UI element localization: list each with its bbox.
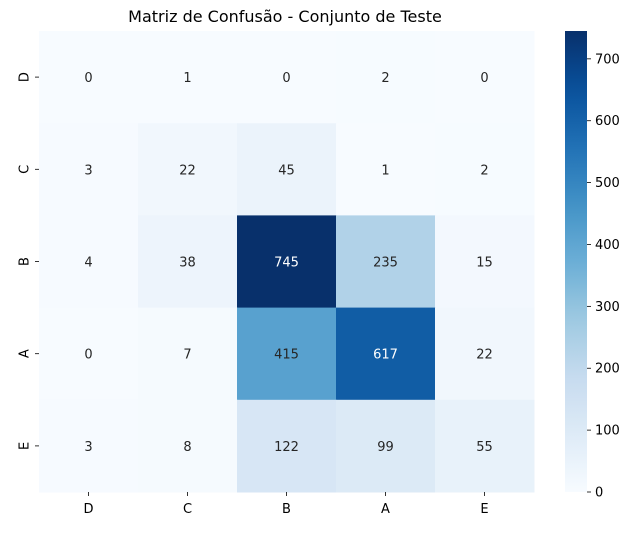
cell-value-label: 2: [381, 71, 389, 86]
heatmap-cell-C-E: [435, 123, 535, 216]
cell-value-label: 0: [282, 71, 290, 86]
heatmap-cell-C-D: [39, 123, 139, 216]
heatmap-cell-A-E: [435, 307, 535, 401]
colorbar-tick-label: 400: [595, 238, 620, 253]
cell-value-label: 22: [179, 163, 196, 178]
x-tick-label: A: [381, 502, 390, 517]
cell-value-label: 22: [476, 348, 493, 363]
colorbar-tick-label: 600: [595, 114, 620, 129]
heatmap-cell-E-C: [138, 399, 238, 493]
cell-value-label: 617: [373, 348, 398, 363]
colorbar-tick-label: 200: [595, 362, 620, 377]
cell-value-label: 1: [183, 71, 191, 86]
cell-value-label: 7: [183, 348, 191, 363]
colorbar-tick-label: 100: [595, 424, 620, 439]
heatmap-cells: [39, 31, 535, 493]
x-tick-label: C: [183, 502, 192, 517]
cell-value-label: 38: [179, 256, 196, 271]
heatmap-cell-A-C: [138, 307, 238, 401]
cell-value-label: 45: [278, 163, 295, 178]
cell-value-label: 3: [84, 440, 92, 455]
x-tick-label: E: [480, 502, 488, 517]
heatmap-cell-C-B: [237, 123, 337, 216]
colorbar-gradient: [565, 31, 587, 492]
heatmap-cell-D-B: [237, 31, 337, 124]
cell-value-label: 0: [84, 348, 92, 363]
y-tick-label: E: [18, 442, 33, 450]
heatmap-cell-A-A: [336, 307, 436, 401]
y-axis: D C B A E: [18, 72, 39, 450]
cell-value-label: 2: [480, 163, 488, 178]
colorbar-tick-label: 300: [595, 300, 620, 315]
colorbar: 0 100 200 300 400 500 600 700: [565, 31, 620, 501]
heatmap-cell-B-D: [39, 215, 139, 309]
cell-value-label: 745: [274, 256, 299, 271]
heatmap-cell-D-A: [336, 31, 436, 124]
heatmap-cell-C-C: [138, 123, 238, 216]
heatmap-cell-B-E: [435, 215, 535, 309]
cell-value-label: 235: [373, 256, 398, 271]
colorbar-tick-label: 500: [595, 176, 620, 191]
heatmap-cell-labels: 0 1 0 2 03 22 45 1 24 38 745 235 150 7 415 617 223 8 122 99…: [84, 71, 492, 455]
y-tick-label: B: [18, 257, 33, 266]
heatmap-cell-D-D: [39, 31, 139, 124]
cell-value-label: 4: [84, 256, 92, 271]
heatmap-cell-D-C: [138, 31, 238, 124]
heatmap-cell-A-B: [237, 307, 337, 401]
y-tick-label: C: [18, 165, 33, 174]
x-tick-label: B: [282, 502, 291, 517]
heatmap-cell-C-A: [336, 123, 436, 216]
cell-value-label: 122: [274, 440, 299, 455]
heatmap-cell-E-D: [39, 399, 139, 493]
cell-value-label: 1: [381, 163, 389, 178]
cell-value-label: 99: [377, 440, 394, 455]
cell-value-label: 55: [476, 440, 493, 455]
heatmap-cell-B-B: [237, 215, 337, 309]
heatmap-cell-E-B: [237, 399, 337, 493]
heatmap-cell-D-E: [435, 31, 535, 124]
y-tick-label: A: [18, 349, 33, 358]
heatmap-cell-E-E: [435, 399, 535, 493]
y-tick-label: D: [18, 72, 33, 82]
heatmap-cell-B-A: [336, 215, 436, 309]
heatmap-cell-A-D: [39, 307, 139, 401]
cell-value-label: 8: [183, 440, 191, 455]
cell-value-label: 15: [476, 256, 493, 271]
chart-title: Matriz de Confusão - Conjunto de Teste: [128, 7, 442, 26]
heatmap-cell-E-A: [336, 399, 436, 493]
cell-value-label: 0: [84, 71, 92, 86]
colorbar-tick-label: 700: [595, 52, 620, 67]
x-tick-label: D: [83, 502, 93, 517]
cell-value-label: 0: [480, 71, 488, 86]
colorbar-tick-label: 0: [595, 486, 603, 501]
heatmap-cell-B-C: [138, 215, 238, 309]
cell-value-label: 3: [84, 163, 92, 178]
cell-value-label: 415: [274, 348, 299, 363]
